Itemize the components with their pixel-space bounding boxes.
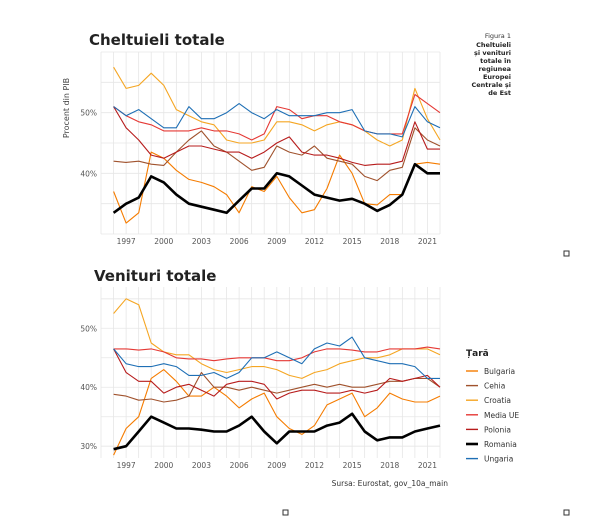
x-tick-label: 2000 <box>154 237 173 246</box>
x-tick-label: 2018 <box>380 461 399 470</box>
x-tick-label: 2006 <box>230 237 249 246</box>
figure-caption: Figura 1 Cheltuieli și venituri totale î… <box>471 32 511 97</box>
chart-expenditure-ylabel: Procent din PIB <box>62 78 71 138</box>
series-line-ungaria <box>113 336 440 379</box>
series-line-bulgaria <box>113 151 441 224</box>
legend-entry-label: Ungaria <box>484 455 513 464</box>
x-tick-label: 2015 <box>343 237 362 246</box>
legend-entry-label: Bulgaria <box>484 367 515 376</box>
x-tick-label: 2018 <box>380 237 399 246</box>
y-tick-label: 30% <box>80 442 97 451</box>
series-line-romania <box>113 412 441 451</box>
chart-revenue-title: Venituri totale <box>94 267 216 285</box>
chart-expenditure-plot: 40% 50% 1997 2000 2003 2006 2009 2012 2015 2018 20… <box>80 51 441 246</box>
source-note: Sursa: Eurostat, gov_10a_main <box>332 479 449 488</box>
x-tick-label: 2009 <box>267 237 286 246</box>
resize-handle[interactable] <box>563 509 570 516</box>
caption-line: totale în <box>480 57 511 65</box>
x-tick-label: 2012 <box>305 237 324 246</box>
chart-revenue: Venituri totale 30% 40% 50% 1997 2000 2003 200… <box>80 267 441 470</box>
series-line-bulgaria <box>113 369 441 456</box>
legend-title: Țară <box>466 349 489 359</box>
x-tick-label: 2003 <box>192 237 211 246</box>
x-tick-label: 2015 <box>343 461 362 470</box>
resize-handle[interactable] <box>282 509 289 516</box>
resize-handle[interactable] <box>563 250 570 257</box>
caption-line: și venituri <box>474 49 511 57</box>
y-tick-label: 50% <box>80 324 97 333</box>
x-tick-label: 2009 <box>267 461 286 470</box>
chart-expenditure-title: Cheltuieli totale <box>89 31 225 49</box>
legend-entry-label: Cehia <box>484 382 505 391</box>
chart-revenue-plot: 30% 40% 50% 1997 2000 2003 2006 2009 2012 2015 201… <box>80 287 441 470</box>
x-tick-label: 2012 <box>305 461 324 470</box>
y-tick-label: 40% <box>80 383 97 392</box>
series-line-romania <box>112 162 440 215</box>
chart-expenditure: Cheltuieli totale Procent din PIB 40% 50%… <box>62 31 441 246</box>
x-tick-label: 2021 <box>418 237 437 246</box>
series-line-cehia <box>113 127 441 182</box>
x-tick-label: 2000 <box>154 461 173 470</box>
series-line-ungaria <box>113 103 441 138</box>
caption-line: Cheltuieli <box>476 41 511 49</box>
y-tick-label: 40% <box>80 169 97 178</box>
legend: Țară Bulgaria Cehia Croatia Media UE Polonia… <box>466 349 519 464</box>
series-line-media-ue <box>113 346 441 362</box>
caption-line: Europei <box>483 73 511 81</box>
y-tick-label: 50% <box>80 109 97 118</box>
series-line-croatia <box>113 66 441 147</box>
x-tick-label: 2006 <box>230 461 249 470</box>
legend-entry-label: Polonia <box>484 425 511 434</box>
x-tick-label: 1997 <box>117 237 136 246</box>
caption-line: Centrale și <box>471 81 511 89</box>
x-tick-label: 1997 <box>117 461 136 470</box>
caption-line: regiunea <box>478 65 511 73</box>
x-tick-label: 2021 <box>418 461 437 470</box>
caption-line: de Est <box>488 89 511 97</box>
series-line-croatia <box>113 298 441 379</box>
legend-entry-label: Romania <box>484 440 517 449</box>
caption-label: Figura 1 <box>485 32 511 40</box>
series-line-polonia <box>113 348 441 400</box>
legend-entry-label: Croatia <box>484 396 511 405</box>
series-line-polonia <box>113 106 440 166</box>
legend-entry-label: Media UE <box>484 411 519 420</box>
x-tick-label: 2003 <box>192 461 211 470</box>
